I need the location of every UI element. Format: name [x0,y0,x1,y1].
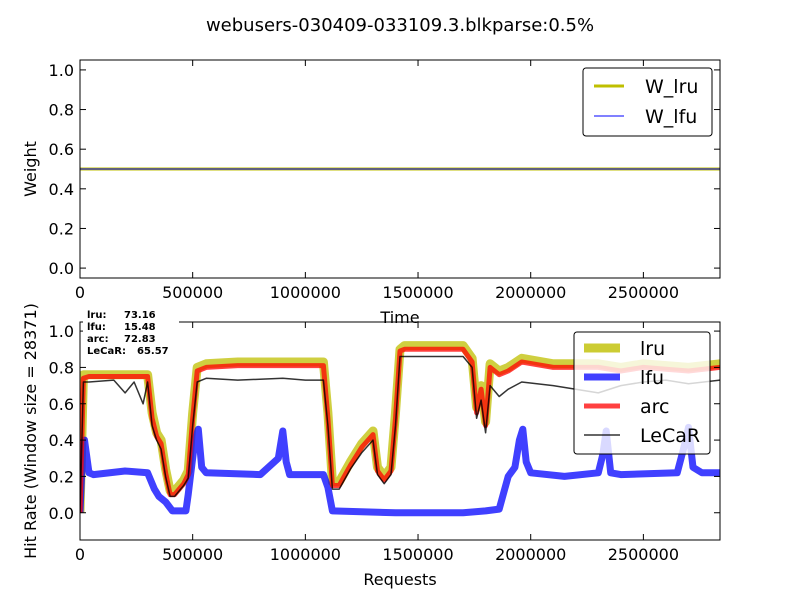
hit-rate-panel: 0 500000 1000000 1500000 2000000 2500000 0.0 0.… [21,303,721,589]
series-line-arc [80,346,720,513]
chart-title: webusers-030409-033109.3.blkparse:0.5% [206,15,594,36]
stat-lecar-value: 65.57 [137,346,169,357]
x-tick-label: 0 [75,283,85,302]
legend-label-arc: arc [640,396,669,418]
y-tick-label: 0.4 [49,431,74,450]
hit-rate-legend: lru lfu arc LeCaR [573,331,711,455]
stats-background [83,308,179,358]
x-tick-label: 500000 [162,283,223,302]
legend-label-lecar: LeCaR [640,425,700,447]
y-tick-label: 0.4 [49,180,74,199]
series-line-lecar [80,355,720,513]
x-tick-label: 0 [75,545,85,564]
weight-ticks: 0 500000 1000000 1500000 2000000 2500000 0.0 0.… [49,60,720,302]
y-tick-label: 1.0 [49,322,74,341]
hit-rate-axes-frame [79,321,721,541]
x-tick-label: 1000000 [270,545,341,564]
legend-label-lru: lru [640,338,665,360]
x-tick-label: 1500000 [382,545,453,564]
y-tick-label: 0.2 [49,467,74,486]
legend-label-lfu: lfu [640,367,664,389]
x-tick-label: 2500000 [608,545,679,564]
x-tick-label: 1000000 [270,283,341,302]
hit-rate-y-axis-label: Hit Rate (Window size = 28371) [21,303,40,559]
weight-y-axis-label: Weight [21,141,40,197]
stat-lru-value: 73.16 [124,310,156,321]
y-tick-label: 0.0 [49,504,74,523]
y-tick-label: 1.0 [49,61,74,80]
x-tick-label: 1500000 [382,283,453,302]
y-tick-label: 0.0 [49,259,74,278]
stat-lfu-label: lfu: [87,322,106,333]
y-tick-label: 0.6 [49,140,74,159]
x-tick-label: 500000 [162,545,223,564]
legend-label-w-lfu: W_lfu [645,106,697,128]
hit-rate-legend-box [573,331,711,455]
x-tick-label: 2000000 [495,283,566,302]
stat-arc-label: arc: [87,334,109,345]
y-tick-label: 0.8 [49,101,74,120]
legend-label-w-lru: W_lru [645,76,698,98]
weight-x-axis-label: Time [379,308,419,327]
x-tick-label: 2500000 [608,283,679,302]
y-tick-label: 0.2 [49,219,74,238]
stat-lecar-label: LeCaR: [87,346,126,357]
weight-legend: W_lru W_lfu [582,67,713,137]
stat-lru-label: lru: [87,310,106,321]
y-tick-label: 0.8 [49,358,74,377]
hit-rate-ticks: 0 500000 1000000 1500000 2000000 2500000 0.0 0.… [49,322,720,564]
stat-lfu-value: 15.48 [124,322,156,333]
x-tick-label: 2000000 [495,545,566,564]
weight-axes-frame [79,59,721,279]
stats-box: lru: 73.16 lfu: 15.48 arc: 72.83 LeCaR: … [83,308,179,358]
y-tick-label: 0.6 [49,395,74,414]
weight-panel: 0 500000 1000000 1500000 2000000 2500000 0.0 0.… [21,59,721,327]
hit-rate-x-axis-label: Requests [363,570,436,589]
stat-arc-value: 72.83 [124,334,156,345]
